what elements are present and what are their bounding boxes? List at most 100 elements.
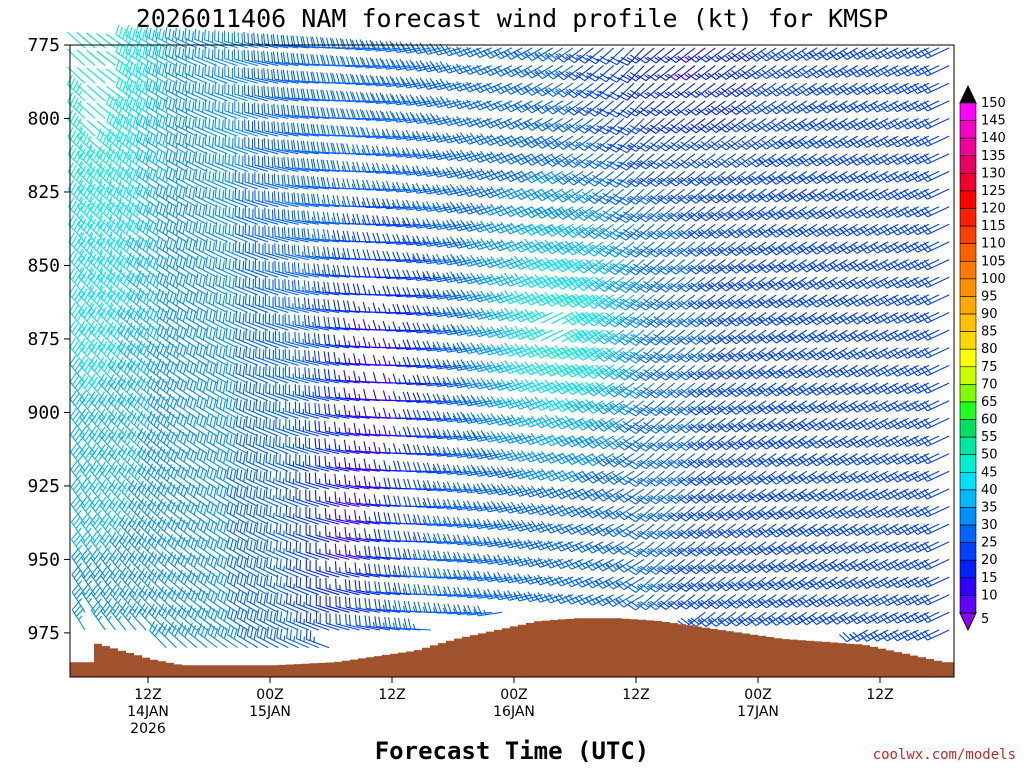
wind-barb	[204, 99, 228, 120]
wind-barb	[194, 63, 218, 84]
wind-barb	[737, 100, 767, 115]
wind-barb	[574, 381, 604, 396]
wind-barb	[626, 488, 655, 505]
wind-barb	[574, 470, 604, 483]
wind-barb	[412, 183, 441, 194]
wind-barb	[616, 435, 645, 451]
wind-barb	[174, 27, 198, 49]
wind-barb	[245, 520, 269, 543]
wind-barb	[165, 149, 187, 172]
wind-barb	[305, 628, 330, 649]
wind-barb	[646, 135, 676, 152]
wind-barb	[717, 241, 747, 257]
wind-barb	[294, 349, 319, 366]
wind-barb	[80, 531, 96, 560]
wind-barb	[295, 418, 319, 437]
wind-barb	[224, 222, 248, 243]
wind-barb	[585, 417, 614, 432]
wind-barb	[255, 346, 279, 366]
wind-barb	[727, 594, 757, 609]
wind-barb	[747, 506, 777, 521]
wind-barb	[798, 541, 828, 555]
wind-barb	[175, 289, 198, 313]
wind-barb	[362, 197, 391, 208]
colorbar-label: 35	[981, 500, 998, 515]
wind-barb	[77, 119, 96, 137]
wind-barb	[127, 304, 147, 331]
x-tick-label: 16JAN	[493, 704, 535, 720]
wind-barb	[256, 556, 279, 578]
wind-barb	[554, 153, 584, 168]
wind-barb	[116, 164, 137, 190]
wind-barb	[657, 100, 686, 117]
wind-barb	[276, 609, 299, 631]
wind-barb	[236, 624, 259, 649]
wind-barb	[697, 153, 726, 169]
wind-barb	[361, 57, 391, 69]
wind-barb	[818, 100, 848, 114]
wind-barb	[341, 73, 370, 85]
wind-barb	[214, 152, 238, 172]
wind-barb	[808, 382, 838, 396]
wind-barb	[626, 364, 655, 382]
wind-barb	[402, 234, 431, 246]
wind-barb	[294, 314, 319, 331]
wind-barb	[264, 242, 289, 261]
wind-barb	[616, 241, 645, 259]
wind-barb	[226, 589, 248, 613]
wind-barb	[808, 417, 838, 431]
wind-barb	[422, 305, 452, 317]
wind-barb	[217, 606, 238, 631]
wind-barb	[707, 276, 737, 292]
wind-barb	[411, 112, 441, 125]
wind-barb	[245, 363, 269, 384]
wind-barb	[206, 536, 228, 560]
wind-barb	[606, 223, 635, 241]
wind-barb	[186, 482, 208, 507]
wind-barb	[818, 206, 848, 220]
wind-barb	[207, 606, 228, 631]
wind-barb	[584, 594, 614, 606]
wind-barb	[778, 100, 808, 115]
wind-barb	[99, 479, 116, 507]
wind-barb	[275, 400, 299, 419]
wind-barb	[155, 201, 177, 225]
wind-barb	[107, 269, 127, 296]
wind-barb	[145, 165, 167, 190]
wind-barb	[452, 271, 482, 284]
wind-barb	[167, 569, 188, 596]
wind-barb	[423, 602, 452, 613]
wind-barb	[523, 135, 553, 149]
wind-barb	[818, 541, 848, 555]
wind-barb	[364, 615, 391, 631]
wind-barb	[442, 132, 472, 144]
wind-barb	[564, 276, 594, 291]
wind-barb	[234, 83, 258, 102]
wind-barb	[798, 400, 828, 414]
wind-barb	[768, 470, 797, 485]
wind-barb	[555, 82, 584, 98]
wind-barb	[818, 259, 848, 273]
x-tick-label: 12Z	[134, 687, 161, 703]
wind-barb	[284, 365, 309, 384]
wind-barb	[165, 236, 187, 261]
wind-barb	[263, 50, 289, 67]
wind-barb	[116, 234, 137, 261]
wind-barb	[89, 391, 106, 419]
wind-barb	[677, 223, 706, 240]
wind-barb	[341, 108, 370, 120]
wind-barb	[452, 534, 482, 546]
wind-barb	[585, 329, 615, 344]
wind-barb	[110, 584, 127, 613]
wind-barb	[808, 523, 838, 537]
wind-barb	[412, 322, 441, 334]
wind-barb	[273, 138, 299, 155]
wind-barb	[361, 127, 391, 139]
wind-barb	[138, 550, 157, 578]
wind-barb	[667, 82, 696, 99]
wind-barb	[305, 489, 330, 508]
wind-barb	[283, 243, 309, 261]
wind-barb	[275, 592, 299, 613]
wind-barb	[687, 506, 716, 522]
wind-barb	[89, 408, 106, 437]
